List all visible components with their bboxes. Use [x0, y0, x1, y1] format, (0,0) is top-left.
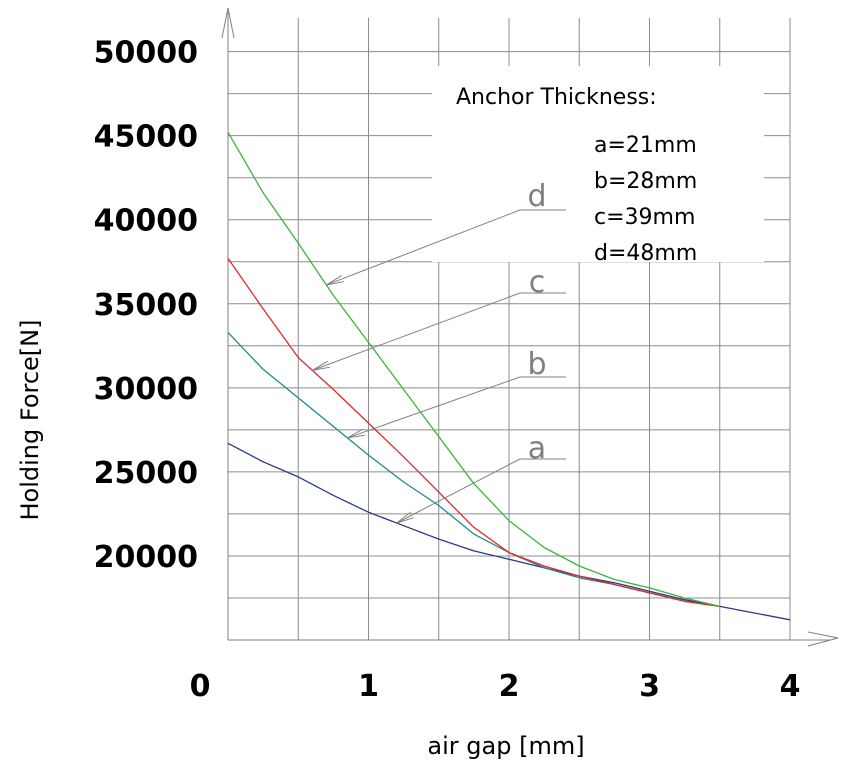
series-line-c — [227, 258, 720, 608]
curve-label-arrowhead — [347, 428, 366, 439]
curve-label-arrow — [347, 376, 521, 439]
curve-label-arrowhead — [312, 360, 331, 371]
x-tick-label: 1 — [358, 669, 379, 704]
x-tick-label: 4 — [780, 669, 801, 704]
y-tick-label: 45000 — [94, 120, 198, 155]
y-tick-labels: 20000 25000 30000 35000 40000 45000 50000 — [94, 36, 198, 575]
curve-label-arrow — [312, 292, 521, 371]
x-tick-label: 3 — [639, 669, 660, 704]
curve-label-arrow — [326, 209, 521, 286]
curve-label-arrowhead — [326, 275, 345, 286]
legend-entry-c: c=39mm — [594, 205, 695, 230]
y-tick-label: 30000 — [94, 372, 198, 407]
axes — [221, 7, 839, 647]
y-tick-label: 50000 — [94, 36, 198, 71]
legend-background — [432, 66, 764, 262]
curve-label-c: c — [529, 265, 546, 300]
y-tick-label: 25000 — [94, 456, 198, 491]
curve-label-arrowhead — [396, 511, 414, 524]
x-tick-label: 2 — [499, 669, 520, 704]
series-line-b — [227, 331, 720, 608]
curve-labels: a b c d — [312, 179, 566, 524]
legend-entry-d: d=48mm — [594, 241, 697, 266]
series-line-d — [227, 131, 720, 608]
x-tick-label: 0 — [190, 669, 211, 704]
y-axis-arrow — [221, 7, 235, 39]
series-line-a — [227, 442, 791, 621]
x-axis-arrow — [807, 631, 839, 647]
x-tick-labels: 0 1 2 3 4 — [190, 669, 801, 704]
y-axis-label: Holding Force[N] — [16, 320, 44, 521]
legend-entry-a: a=21mm — [594, 133, 697, 158]
curve-label-d: d — [527, 179, 546, 214]
legend-entry-b: b=28mm — [594, 169, 697, 194]
curve-label-arrow — [396, 458, 521, 524]
y-tick-label: 40000 — [94, 204, 198, 239]
legend-title: Anchor Thickness: — [456, 85, 657, 110]
y-tick-label: 20000 — [94, 540, 198, 575]
x-axis-label: air gap [mm] — [427, 732, 584, 760]
series-lines — [227, 131, 791, 621]
y-tick-label: 35000 — [94, 288, 198, 323]
curve-label-b: b — [527, 347, 546, 382]
curve-label-a: a — [528, 431, 546, 466]
